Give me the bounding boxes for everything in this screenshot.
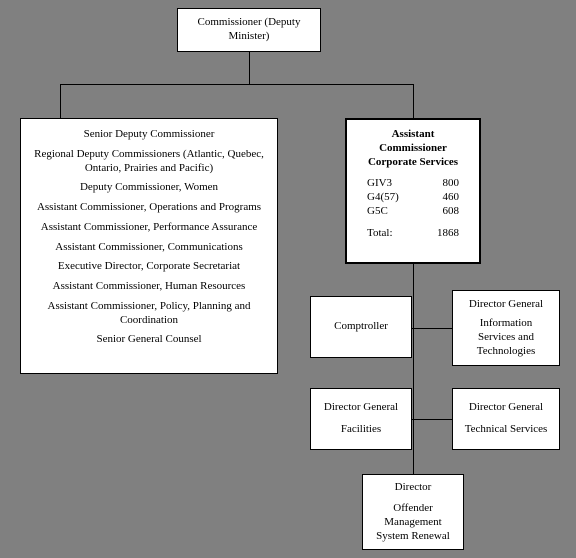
label: Facilities xyxy=(341,423,381,437)
list-item: Assistant Commissioner, Operations and P… xyxy=(27,201,271,215)
label: Director General xyxy=(324,401,398,415)
label: Commissioner (Deputy xyxy=(198,16,301,30)
stat-value: 608 xyxy=(443,205,460,219)
list-item: Assistant Commissioner, Policy, Planning… xyxy=(27,300,271,328)
node-dg-facilities: Director General Facilities xyxy=(310,388,412,450)
total-value: 1868 xyxy=(437,227,459,241)
label: Assistant xyxy=(392,128,435,142)
list-item: Senior General Counsel xyxy=(27,333,271,347)
label: Comptroller xyxy=(334,320,388,334)
stat-label: G5C xyxy=(367,205,388,219)
stat-label: GIV3 xyxy=(367,177,392,191)
list-item: Regional Deputy Commissioners (Atlantic,… xyxy=(27,148,271,176)
list-item: Assistant Commissioner, Communications xyxy=(27,241,271,255)
stat-label: G4(57) xyxy=(367,191,399,205)
connector xyxy=(413,264,414,474)
label: Services and xyxy=(478,331,534,345)
node-dg-technical-services: Director General Technical Services xyxy=(452,388,560,450)
stats-table: GIV3 800 G4(57) 460 G5C 608 xyxy=(353,177,473,218)
list-item: Deputy Commissioner, Women xyxy=(27,181,271,195)
org-chart: Commissioner (Deputy Minister) Senior De… xyxy=(0,0,576,558)
connector xyxy=(60,84,61,118)
node-dg-information-services: Director General Information Services an… xyxy=(452,290,560,366)
list-item: Assistant Commissioner, Human Resources xyxy=(27,280,271,294)
label: Offender xyxy=(393,502,433,516)
node-commissioner: Commissioner (Deputy Minister) xyxy=(177,8,321,52)
label: System Renewal xyxy=(376,530,450,544)
node-assistant-commissioner-corporate-services: Assistant Commissioner Corporate Service… xyxy=(345,118,481,264)
connector xyxy=(413,84,414,118)
stats-row: G4(57) 460 xyxy=(353,191,473,205)
total-label: Total: xyxy=(367,227,393,241)
stats-row: G5C 608 xyxy=(353,205,473,219)
connector xyxy=(60,84,413,85)
list-item: Executive Director, Corporate Secretaria… xyxy=(27,260,271,274)
label: Management xyxy=(384,516,441,530)
label: Minister) xyxy=(229,30,270,44)
label: Corporate Services xyxy=(368,156,458,170)
node-other-commissioners: Senior Deputy Commissioner Regional Deput… xyxy=(20,118,278,374)
node-comptroller: Comptroller xyxy=(310,296,412,358)
label: Information xyxy=(480,317,533,331)
node-director-omsr: Director Offender Management System Rene… xyxy=(362,474,464,550)
label: Technologies xyxy=(477,345,536,359)
connector xyxy=(249,52,250,84)
stat-value: 460 xyxy=(443,191,460,205)
stats-row: GIV3 800 xyxy=(353,177,473,191)
label: Commissioner xyxy=(379,142,447,156)
stat-value: 800 xyxy=(443,177,460,191)
label: Director General xyxy=(469,298,543,312)
stats-total: Total: 1868 xyxy=(353,227,473,241)
label: Technical Services xyxy=(465,423,548,437)
list-item: Senior Deputy Commissioner xyxy=(27,128,271,142)
label: Director xyxy=(395,481,432,495)
list-item: Assistant Commissioner, Performance Assu… xyxy=(27,221,271,235)
label: Director General xyxy=(469,401,543,415)
